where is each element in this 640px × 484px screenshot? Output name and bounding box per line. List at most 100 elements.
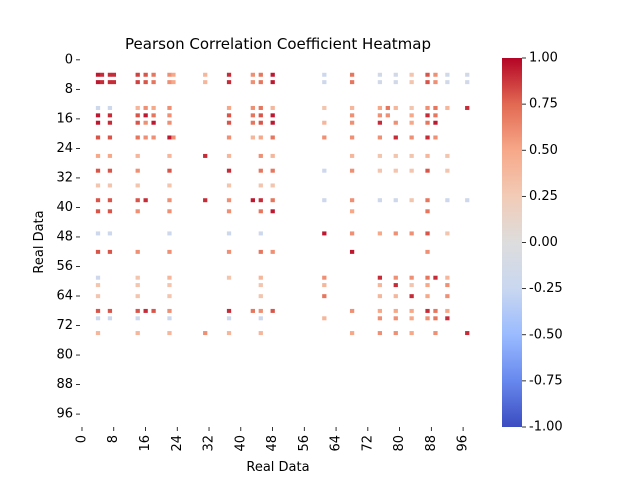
heatmap-cell (433, 316, 438, 321)
heatmap-cell (322, 283, 327, 288)
heatmap-cell (135, 316, 140, 321)
heatmap-cell (107, 183, 113, 188)
heatmap-cell (226, 231, 232, 236)
heatmap-cell (270, 105, 275, 110)
y-tick-label: 72 (56, 318, 73, 333)
heatmap-cell (107, 249, 113, 254)
heatmap-cell (107, 153, 113, 158)
y-axis: 0 8 16 24 32 40 48 56 64 72 80 88 96 (56, 52, 80, 422)
heatmap-cell (95, 72, 101, 77)
y-tick-label: 96 (56, 407, 73, 422)
heatmap-cell (226, 249, 232, 254)
x-tick-label: 64 (329, 435, 344, 452)
heatmap-cell (167, 135, 172, 140)
heatmap-cell (135, 113, 140, 118)
heatmap-cell (258, 316, 263, 321)
heatmap-cell (322, 198, 327, 203)
heatmap-cell (322, 135, 327, 140)
heatmap-cell (135, 72, 140, 77)
y-tick-label: 48 (56, 229, 73, 244)
heatmap-cell (377, 105, 383, 110)
heatmap-cell (258, 331, 263, 336)
heatmap-cell (226, 113, 232, 118)
heatmap-cell (171, 80, 176, 85)
heatmap-cell (250, 113, 255, 118)
heatmap-cell (433, 113, 438, 118)
heatmap-cell (349, 168, 355, 173)
heatmap-cell (445, 294, 450, 299)
x-tick-label: 48 (265, 435, 280, 452)
heatmap-cell (250, 198, 255, 203)
heatmap-cell (107, 72, 113, 77)
heatmap-cell (135, 183, 140, 188)
heatmap-cell (349, 231, 355, 236)
x-tick-label: 32 (202, 435, 217, 452)
heatmap-cell (270, 183, 275, 188)
heatmap-cell (107, 231, 113, 236)
heatmap-cell (107, 316, 113, 321)
heatmap-cell (143, 80, 148, 85)
heatmap-cell (143, 198, 148, 203)
heatmap-cell (171, 135, 176, 140)
heatmap-cell (393, 198, 398, 203)
heatmap-cell (143, 308, 148, 313)
heatmap-cell (203, 80, 208, 85)
heatmap-cell (258, 120, 263, 125)
heatmap-cell (95, 105, 101, 110)
heatmap-cell (270, 249, 275, 254)
heatmap-cell (151, 120, 156, 125)
heatmap-cell (151, 80, 156, 85)
heatmap-cell (151, 135, 156, 140)
heatmap-cell (322, 120, 327, 125)
heatmap-cell (250, 308, 255, 313)
heatmap-cell (377, 283, 383, 288)
heatmap-cell (95, 331, 101, 336)
heatmap-cell (270, 80, 275, 85)
heatmap-cell (226, 183, 232, 188)
heatmap-cell (409, 135, 414, 140)
heatmap-cell (322, 168, 327, 173)
heatmap-cell (393, 275, 398, 280)
heatmap-cell (226, 135, 232, 140)
heatmap-cell (393, 135, 398, 140)
heatmap-cell (349, 72, 355, 77)
heatmap-cell (135, 209, 140, 214)
heatmap-cell (445, 153, 450, 158)
heatmap-cell (167, 331, 172, 336)
y-tick-label: 16 (56, 111, 73, 126)
y-tick-label: 8 (65, 82, 73, 97)
heatmap-cell (425, 209, 430, 214)
heatmap-cell (377, 331, 383, 336)
heatmap-cell (270, 72, 275, 77)
heatmap-cell (226, 153, 232, 158)
heatmap-cell (167, 249, 172, 254)
x-axis: 0 8 16 24 32 40 48 56 64 72 80 88 96 (74, 427, 471, 452)
heatmap-cell (377, 72, 383, 77)
heatmap-cell (95, 135, 101, 140)
heatmap-cell (409, 294, 414, 299)
heatmap-cell (258, 249, 263, 254)
heatmap-cell (322, 316, 327, 321)
heatmap-cell (409, 153, 414, 158)
heatmap-cell (151, 105, 156, 110)
heatmap-cell (95, 231, 101, 236)
heatmap-cell (107, 198, 113, 203)
heatmap-cell (393, 80, 398, 85)
heatmap-cell (258, 168, 263, 173)
heatmap-cell (445, 308, 450, 313)
heatmap-cell (258, 183, 263, 188)
heatmap-cell (377, 294, 383, 299)
heatmap-cell (393, 153, 398, 158)
heatmap-cell (425, 168, 430, 173)
heatmap-cell (445, 168, 450, 173)
heatmap-cell (226, 308, 232, 313)
x-tick-label: 40 (233, 435, 248, 452)
heatmap-cell (349, 135, 355, 140)
heatmap-cell (409, 105, 414, 110)
heatmap-cell (167, 72, 172, 77)
heatmap-cells (95, 72, 470, 336)
heatmap-cell (393, 308, 398, 313)
colorbar-tick-label: -1.00 (529, 420, 563, 435)
x-tick-label: 80 (392, 435, 407, 452)
heatmap-cell (171, 72, 176, 77)
